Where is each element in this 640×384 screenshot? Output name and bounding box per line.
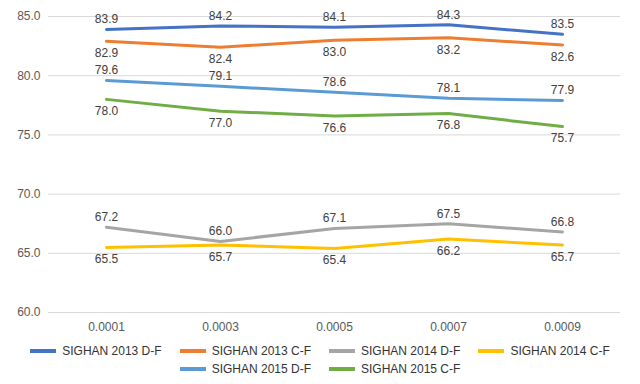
svg-text:76.8: 76.8 — [437, 118, 461, 132]
svg-text:0.0001: 0.0001 — [88, 320, 125, 334]
svg-text:84.3: 84.3 — [437, 8, 461, 22]
html-text:SIGHAN 2014 D-F: SIGHAN 2014 D-F — [361, 344, 461, 358]
svg-text:83.9: 83.9 — [95, 12, 119, 26]
html-text:SIGHAN 2013 D-F: SIGHAN 2013 D-F — [62, 344, 162, 358]
svg-text:65.4: 65.4 — [323, 253, 347, 267]
svg-text:82.4: 82.4 — [209, 52, 233, 66]
svg-text:0.0005: 0.0005 — [316, 320, 353, 334]
svg-text:65.5: 65.5 — [95, 252, 119, 266]
svg-text:67.5: 67.5 — [437, 207, 461, 221]
svg-text:83.0: 83.0 — [323, 45, 347, 59]
svg-text:85.0: 85.0 — [17, 9, 41, 23]
svg-text:82.9: 82.9 — [95, 46, 119, 60]
html-text:SIGHAN 2013 C-F: SIGHAN 2013 C-F — [211, 344, 311, 358]
svg-text:67.2: 67.2 — [95, 210, 119, 224]
svg-text:0.0007: 0.0007 — [430, 320, 467, 334]
svg-text:0.0009: 0.0009 — [544, 320, 581, 334]
svg-text:75.0: 75.0 — [17, 128, 41, 142]
svg-text:77.9: 77.9 — [551, 83, 575, 97]
svg-text:65.7: 65.7 — [551, 250, 575, 264]
svg-text:84.1: 84.1 — [323, 10, 347, 24]
svg-text:60.0: 60.0 — [17, 305, 41, 319]
svg-text:83.5: 83.5 — [551, 17, 575, 31]
svg-text:78.0: 78.0 — [95, 104, 119, 118]
svg-text:78.1: 78.1 — [437, 81, 461, 95]
svg-text:67.1: 67.1 — [323, 211, 347, 225]
svg-text:79.6: 79.6 — [95, 63, 119, 77]
svg-text:66.0: 66.0 — [209, 224, 233, 238]
svg-text:78.6: 78.6 — [323, 75, 347, 89]
svg-text:65.0: 65.0 — [17, 246, 41, 260]
svg-text:75.7: 75.7 — [551, 131, 575, 145]
svg-text:84.2: 84.2 — [209, 9, 233, 23]
html-text:SIGHAN 2015 D-F: SIGHAN 2015 D-F — [211, 362, 311, 376]
svg-text:79.1: 79.1 — [209, 69, 233, 83]
svg-text:0.0003: 0.0003 — [202, 320, 239, 334]
svg-text:77.0: 77.0 — [209, 116, 233, 130]
svg-text:66.2: 66.2 — [437, 244, 461, 258]
svg-text:83.2: 83.2 — [437, 43, 461, 57]
svg-text:82.6: 82.6 — [551, 50, 575, 64]
svg-text:66.8: 66.8 — [551, 215, 575, 229]
svg-text:65.7: 65.7 — [209, 250, 233, 264]
svg-text:76.6: 76.6 — [323, 121, 347, 135]
svg-text:70.0: 70.0 — [17, 187, 41, 201]
html-text:SIGHAN 2015 C-F: SIGHAN 2015 C-F — [361, 362, 461, 376]
html-text:SIGHAN 2014 C-F: SIGHAN 2014 C-F — [510, 344, 610, 358]
svg-text:80.0: 80.0 — [17, 69, 41, 83]
